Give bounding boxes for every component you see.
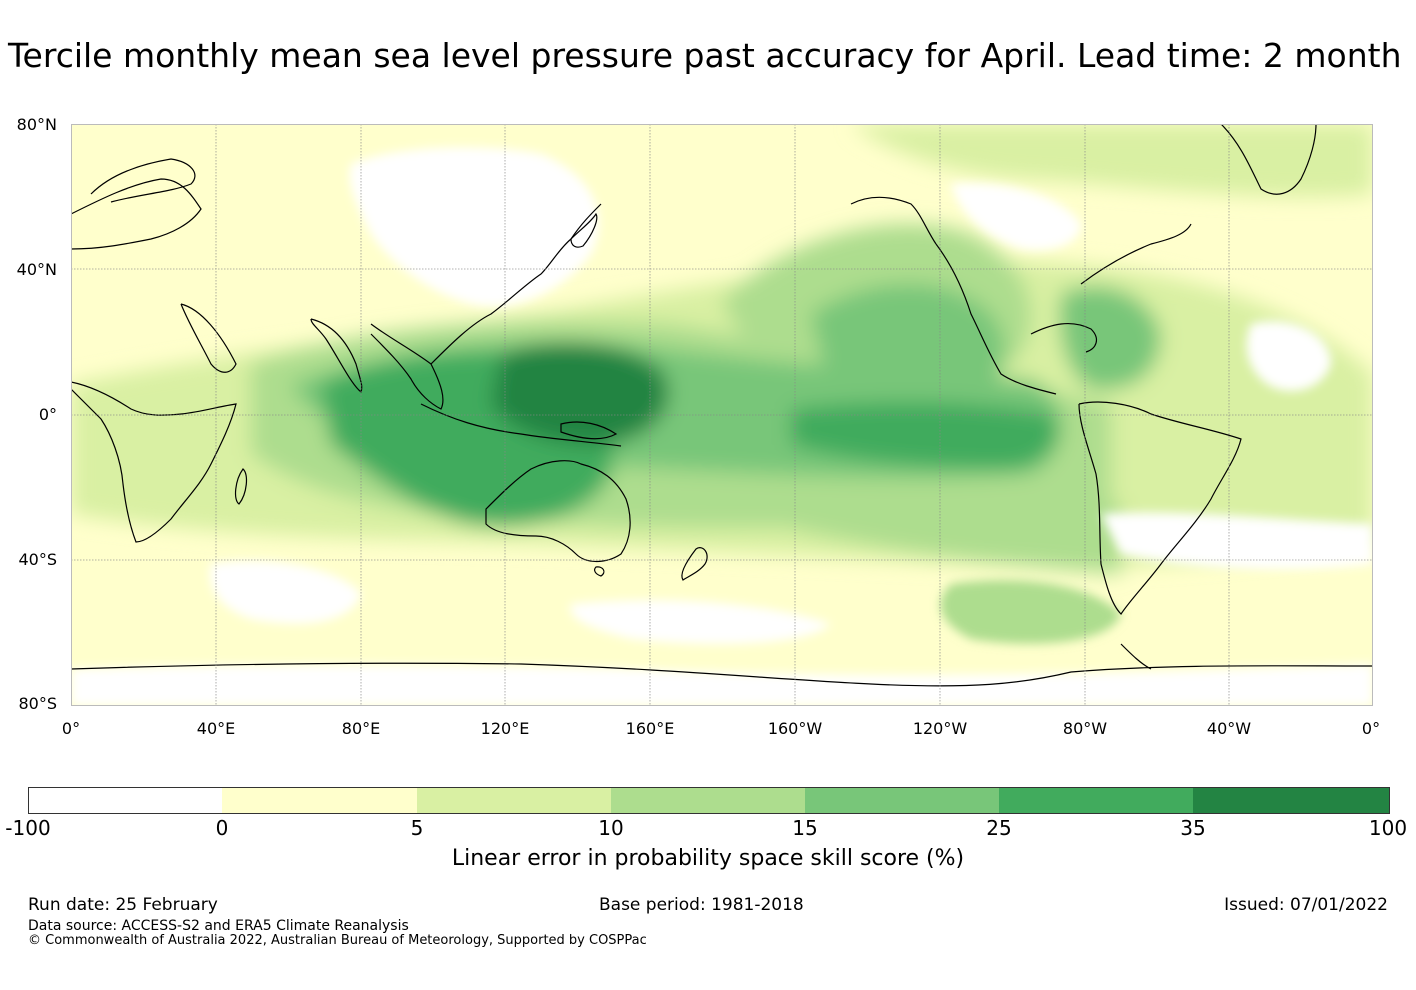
field-caribbean-high [1059,286,1161,390]
coast-se-asia [370,323,444,410]
field-white-antarctic [71,664,1373,706]
lat-label-80n: 80°N [16,115,57,134]
copyright: © Commonwealth of Australia 2022, Austra… [28,933,647,948]
lat-label-40s: 40°S [18,550,57,569]
coast-europe [71,178,202,250]
field-white-s-indian [210,560,361,624]
coast-japan [570,212,598,248]
data-source: Data source: ACCESS-S2 and ERA5 Climate … [28,918,409,934]
field-green-southern [940,580,1121,644]
skill-score-map [71,124,1373,706]
lon-label-80e: 80°E [341,719,381,738]
coast-scandinavia [90,158,196,203]
lon-label-160w: 160°W [767,719,823,738]
colorbar-segment-7 [1193,787,1390,814]
coast-madagascar [234,468,248,505]
coast-north-america-east [1080,223,1192,285]
field-south-pacific-med [771,454,1121,574]
base-period: Base period: 1981-2018 [599,895,804,915]
lon-label-40e: 40°E [196,719,236,738]
colorbar [28,787,1390,814]
lon-label-160e: 160°E [625,719,675,738]
coast-australia [485,460,631,563]
colorbar-segment-3 [417,787,611,814]
coast-arabia [180,303,237,373]
field-west-pacific-core [491,342,669,445]
colorbar-label: Linear error in probability space skill … [451,846,965,871]
coast-antarctic-peninsula [1120,643,1152,670]
colorbar-segment-2 [222,787,417,814]
coast-greenland [1220,124,1317,195]
field-central-pacific-very-high [791,402,1059,469]
colorbar-tick-8: 100 [1368,816,1408,840]
issued-date: Issued: 07/01/2022 [1224,895,1388,915]
field-white-atlantic [1246,321,1331,391]
lat-label-40n: 40°N [16,260,57,279]
colorbar-segment-5 [805,787,999,814]
lat-label-80s: 80°S [18,694,57,713]
lon-label-80w: 80°W [1062,719,1108,738]
colorbar-segment-4 [611,787,805,814]
field-arctic-green [851,124,1373,197]
colorbar-tick-4: 10 [598,816,624,840]
lon-label-0-right: 0° [1361,719,1381,738]
coast-east-asia [430,203,602,365]
field-white-southern [570,600,831,644]
lat-label-0: 0° [38,405,57,424]
field-white-eurasia [349,147,599,307]
coast-tasmania [594,566,605,577]
colorbar-tick-6: 25 [986,816,1012,840]
chart-title: Tercile monthly mean sea level pressure … [8,36,1402,75]
coast-new-guinea [560,421,618,440]
field-north-pacific-high [811,284,1006,404]
coast-south-america [1078,401,1242,615]
run-date: Run date: 25 February [28,895,218,915]
coast-antarctica [71,662,1373,687]
coast-indonesia [420,403,622,447]
lon-label-120e: 120°E [480,719,530,738]
colorbar-tick-7: 35 [1180,816,1206,840]
coast-gulf-florida [1030,323,1098,353]
colorbar-segment-6 [999,787,1193,814]
lon-label-120w: 120°W [912,719,968,738]
colorbar-tick-2: 0 [215,816,229,840]
lon-label-40w: 40°W [1206,719,1252,738]
colorbar-segment-1 [28,787,222,814]
field-white-canada [951,183,1081,251]
colorbar-tick-5: 15 [792,816,818,840]
colorbar-tick-1: -100 [5,816,51,840]
coast-alaska [850,196,937,245]
coast-new-zealand [681,547,708,581]
coast-north-america-west [935,243,1057,395]
colorbar-tick-3: 5 [410,816,424,840]
lon-label-0: 0° [61,719,81,738]
field-white-s-pacific [1101,512,1373,570]
